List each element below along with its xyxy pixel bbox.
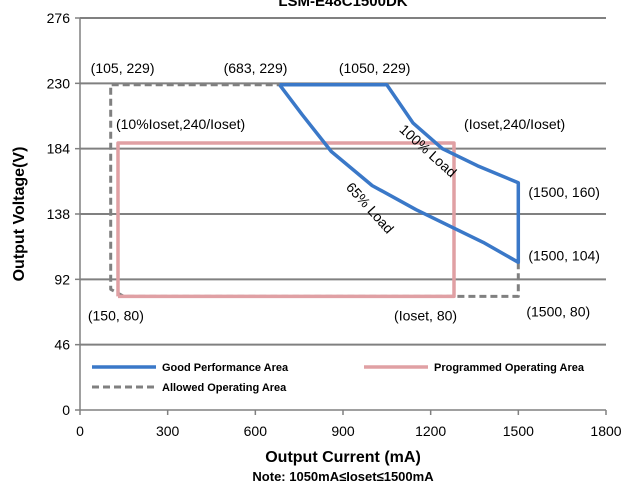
y-tick-label: 276 [47,10,71,26]
point-annotation: (1500, 160) [528,184,600,200]
point-annotation: (Ioset,240/Ioset) [464,116,565,132]
x-tick-label: 900 [331,423,355,439]
x-tick-label: 1200 [415,423,446,439]
legend-label: Allowed Operating Area [162,382,287,394]
x-tick-label: 1500 [503,423,534,439]
series-layer [109,83,521,299]
y-tick-label: 0 [62,402,70,418]
y-tick-label: 46 [54,337,70,353]
point-annotation: (Ioset, 80) [394,307,457,323]
point-annotation: (1050, 229) [339,60,411,76]
point-annotation: (150, 80) [88,307,144,323]
y-tick-label: 184 [47,141,71,157]
point-annotation: (10%Ioset,240/Ioset) [116,116,245,132]
series-line-allowed-operating-area [109,83,520,298]
y-axis-title: Output Voltage(V) [11,147,28,282]
x-tick-label: 600 [244,423,268,439]
chart-note: Note: 1050mA≤Ioset≤1500mA [252,469,434,484]
legend-label: Good Performance Area [162,362,289,374]
point-annotation: (1500, 80) [526,303,590,319]
x-axis-title: Output Current (mA) [265,449,421,466]
point-annotation: (683, 229) [224,60,288,76]
axes: 0 46 92 138 184 230 276 0 300 600 900 1200 1500 1800 [47,10,622,439]
series-line-programmed-operating-area [116,141,456,299]
point-annotation: (1500, 104) [528,247,600,263]
y-tick-label: 138 [47,206,71,222]
y-tick-label: 230 [47,75,71,91]
legend: Good Performance Area Programmed Operatin… [92,362,585,394]
point-annotation: (105, 229) [91,60,155,76]
point-annotation: 65% Load [343,179,397,237]
x-tick-label: 0 [76,423,84,439]
legend-label: Programmed Operating Area [434,362,585,374]
x-tick-label: 1800 [590,423,621,439]
y-tick-label: 92 [54,271,70,287]
annotations: (105, 229) (683, 229) (1050, 229) (10%Ioset… [88,60,600,324]
chart-title: LSM-E48C1500DK [278,0,407,10]
x-tick-label: 300 [156,423,180,439]
series-line-good-performance-area [278,83,521,265]
